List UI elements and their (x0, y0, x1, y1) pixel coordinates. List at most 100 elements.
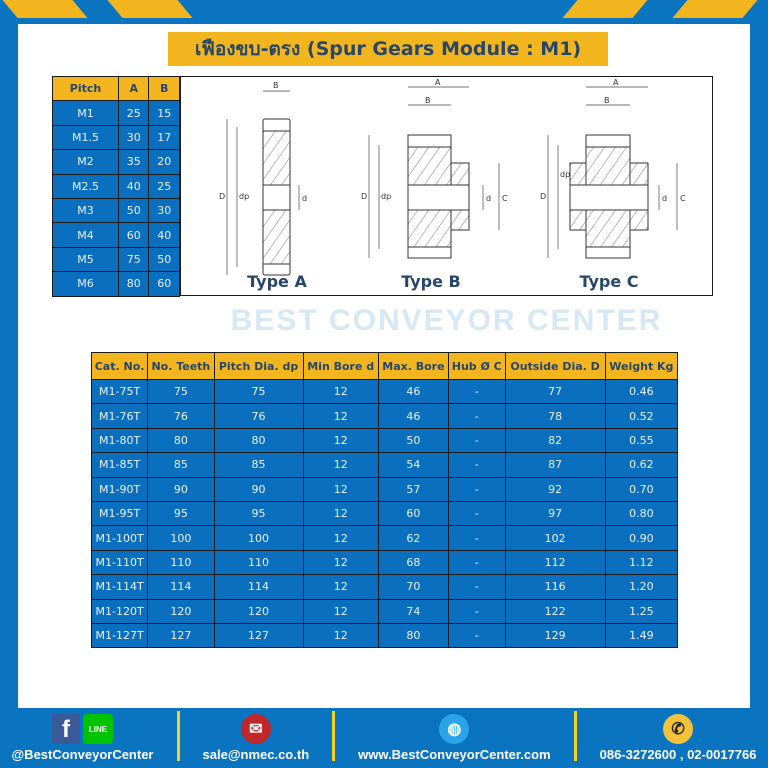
table-cell: 12 (302, 500, 379, 527)
table-cell: 12 (302, 525, 379, 551)
table-cell: 0.90 (604, 525, 679, 551)
phone-icon: ✆ (663, 714, 694, 744)
table-cell: 77 (504, 378, 606, 405)
column-header: Hub Ø C (448, 352, 506, 380)
table-cell: M1-127T (90, 622, 149, 649)
label-c: C (680, 194, 686, 203)
table-row: M1-110T 110 110 12 68-112 1.12 (90, 549, 679, 576)
table-row: M1-100T 100 100 12 62-102 0.90 (90, 525, 679, 551)
table-cell: 60 (148, 271, 180, 297)
table-cell: 80 (377, 622, 450, 649)
phone-numbers[interactable]: 086-3272600 , 02-0017766 (599, 747, 757, 762)
table-cell: - (448, 452, 506, 478)
table-cell: 12 (302, 622, 379, 649)
decor-stripe (672, 0, 758, 18)
table-cell: 46 (377, 378, 450, 405)
table-cell: 60 (117, 222, 150, 248)
table-cell: 110 (147, 549, 215, 576)
label-dp: dp (239, 192, 249, 201)
table-cell: M1.5 (52, 124, 119, 151)
table-cell: M1-80T (90, 427, 149, 454)
table-cell: 1.49 (604, 622, 679, 649)
label-b: B (273, 81, 279, 90)
table-cell: - (448, 427, 506, 454)
label-dp: dp (381, 192, 391, 201)
table-cell: - (448, 549, 506, 576)
website-link[interactable]: www.BestConveyorCenter.com (358, 747, 551, 762)
label-b: B (604, 96, 610, 105)
table-cell: 50 (148, 246, 180, 273)
table-cell: 50 (117, 197, 150, 224)
label-d: d (302, 194, 307, 203)
table-cell: 92 (504, 476, 606, 502)
table-row: M2.5 40 25 (52, 173, 180, 199)
label-d-outer: D (219, 192, 225, 201)
table-row: M1-85T 85 85 12 54-87 0.62 (90, 452, 679, 478)
table-cell: 17 (148, 124, 180, 151)
footer-email[interactable]: ✉ sale@nmec.co.th (202, 714, 310, 762)
column-header: A (117, 75, 150, 102)
table-cell: M1-85T (90, 452, 149, 478)
table-row: M2 35 20 (52, 149, 180, 175)
table-cell: 40 (117, 173, 150, 199)
table-row: M1-80T 80 80 12 50-82 0.55 (90, 427, 679, 454)
table-cell: M5 (52, 246, 119, 273)
email-link[interactable]: sale@nmec.co.th (202, 747, 310, 762)
table-cell: 15 (148, 100, 180, 126)
table-cell: 90 (147, 476, 215, 502)
column-header: Min Bore d (302, 352, 379, 380)
table-cell: 68 (377, 549, 450, 576)
watermark: BEST CONVEYOR CENTER (230, 304, 663, 337)
table-cell: 1.25 (604, 598, 679, 624)
footer-website[interactable]: ◍ www.BestConveyorCenter.com (358, 714, 551, 762)
label-d-outer: D (540, 192, 546, 201)
table-cell: 85 (147, 452, 215, 478)
table-cell: 95 (213, 500, 304, 527)
table-cell: 12 (302, 427, 379, 454)
table-cell: 90 (213, 476, 304, 502)
footer-phone[interactable]: ✆ 086-3272600 , 02-0017766 (599, 714, 757, 762)
table-cell: - (448, 500, 506, 527)
table-cell: 114 (147, 574, 215, 600)
table-row: M1-90T 90 90 12 57-92 0.70 (90, 476, 679, 502)
table-cell: M1 (52, 100, 119, 126)
column-header: Max. Bore (377, 352, 450, 380)
table-cell: 30 (148, 197, 180, 224)
table-cell: M2.5 (52, 173, 119, 199)
table-cell: 50 (377, 427, 450, 454)
gear-type-diagram: B D dp d A B D dp d C A B D dp d C Type … (180, 76, 713, 296)
table-cell: - (448, 598, 506, 624)
table-cell: 76 (213, 403, 304, 429)
table-cell: 0.70 (604, 476, 679, 502)
table-cell: 35 (117, 149, 150, 175)
table-row: M1.5 30 17 (52, 124, 180, 151)
table-cell: 62 (377, 525, 450, 551)
table-row: M1-76T 76 76 12 46-78 0.52 (90, 403, 679, 429)
table-row: M1-75T 75 75 12 46-77 0.46 (90, 378, 679, 405)
table-row: M4 60 40 (52, 222, 180, 248)
table-cell: 116 (504, 574, 606, 600)
facebook-icon[interactable]: f (52, 714, 80, 744)
label-a: A (613, 78, 619, 87)
table-cell: 0.52 (604, 403, 679, 429)
table-cell: M1-114T (90, 574, 149, 600)
table-cell: 85 (213, 452, 304, 478)
table-cell: 20 (148, 149, 180, 175)
table-cell: M2 (52, 149, 119, 175)
table-row: M1 25 15 (52, 100, 180, 126)
table-cell: - (448, 622, 506, 649)
table-cell: M1-110T (90, 549, 149, 576)
table-cell: 122 (504, 598, 606, 624)
column-header: Cat. No. (90, 352, 149, 380)
table-cell: 95 (147, 500, 215, 527)
table-cell: - (448, 525, 506, 551)
decor-stripe (2, 0, 88, 18)
table-cell: 70 (377, 574, 450, 600)
footer-social[interactable]: f LINE @BestConveyorCenter (12, 714, 154, 762)
table-cell: 78 (504, 403, 606, 429)
table-cell: 25 (148, 173, 180, 199)
table-row: M1-114T 114 114 12 70-116 1.20 (90, 574, 679, 600)
table-cell: 129 (504, 622, 606, 649)
line-icon[interactable]: LINE (83, 714, 113, 744)
label-d: d (662, 194, 667, 203)
